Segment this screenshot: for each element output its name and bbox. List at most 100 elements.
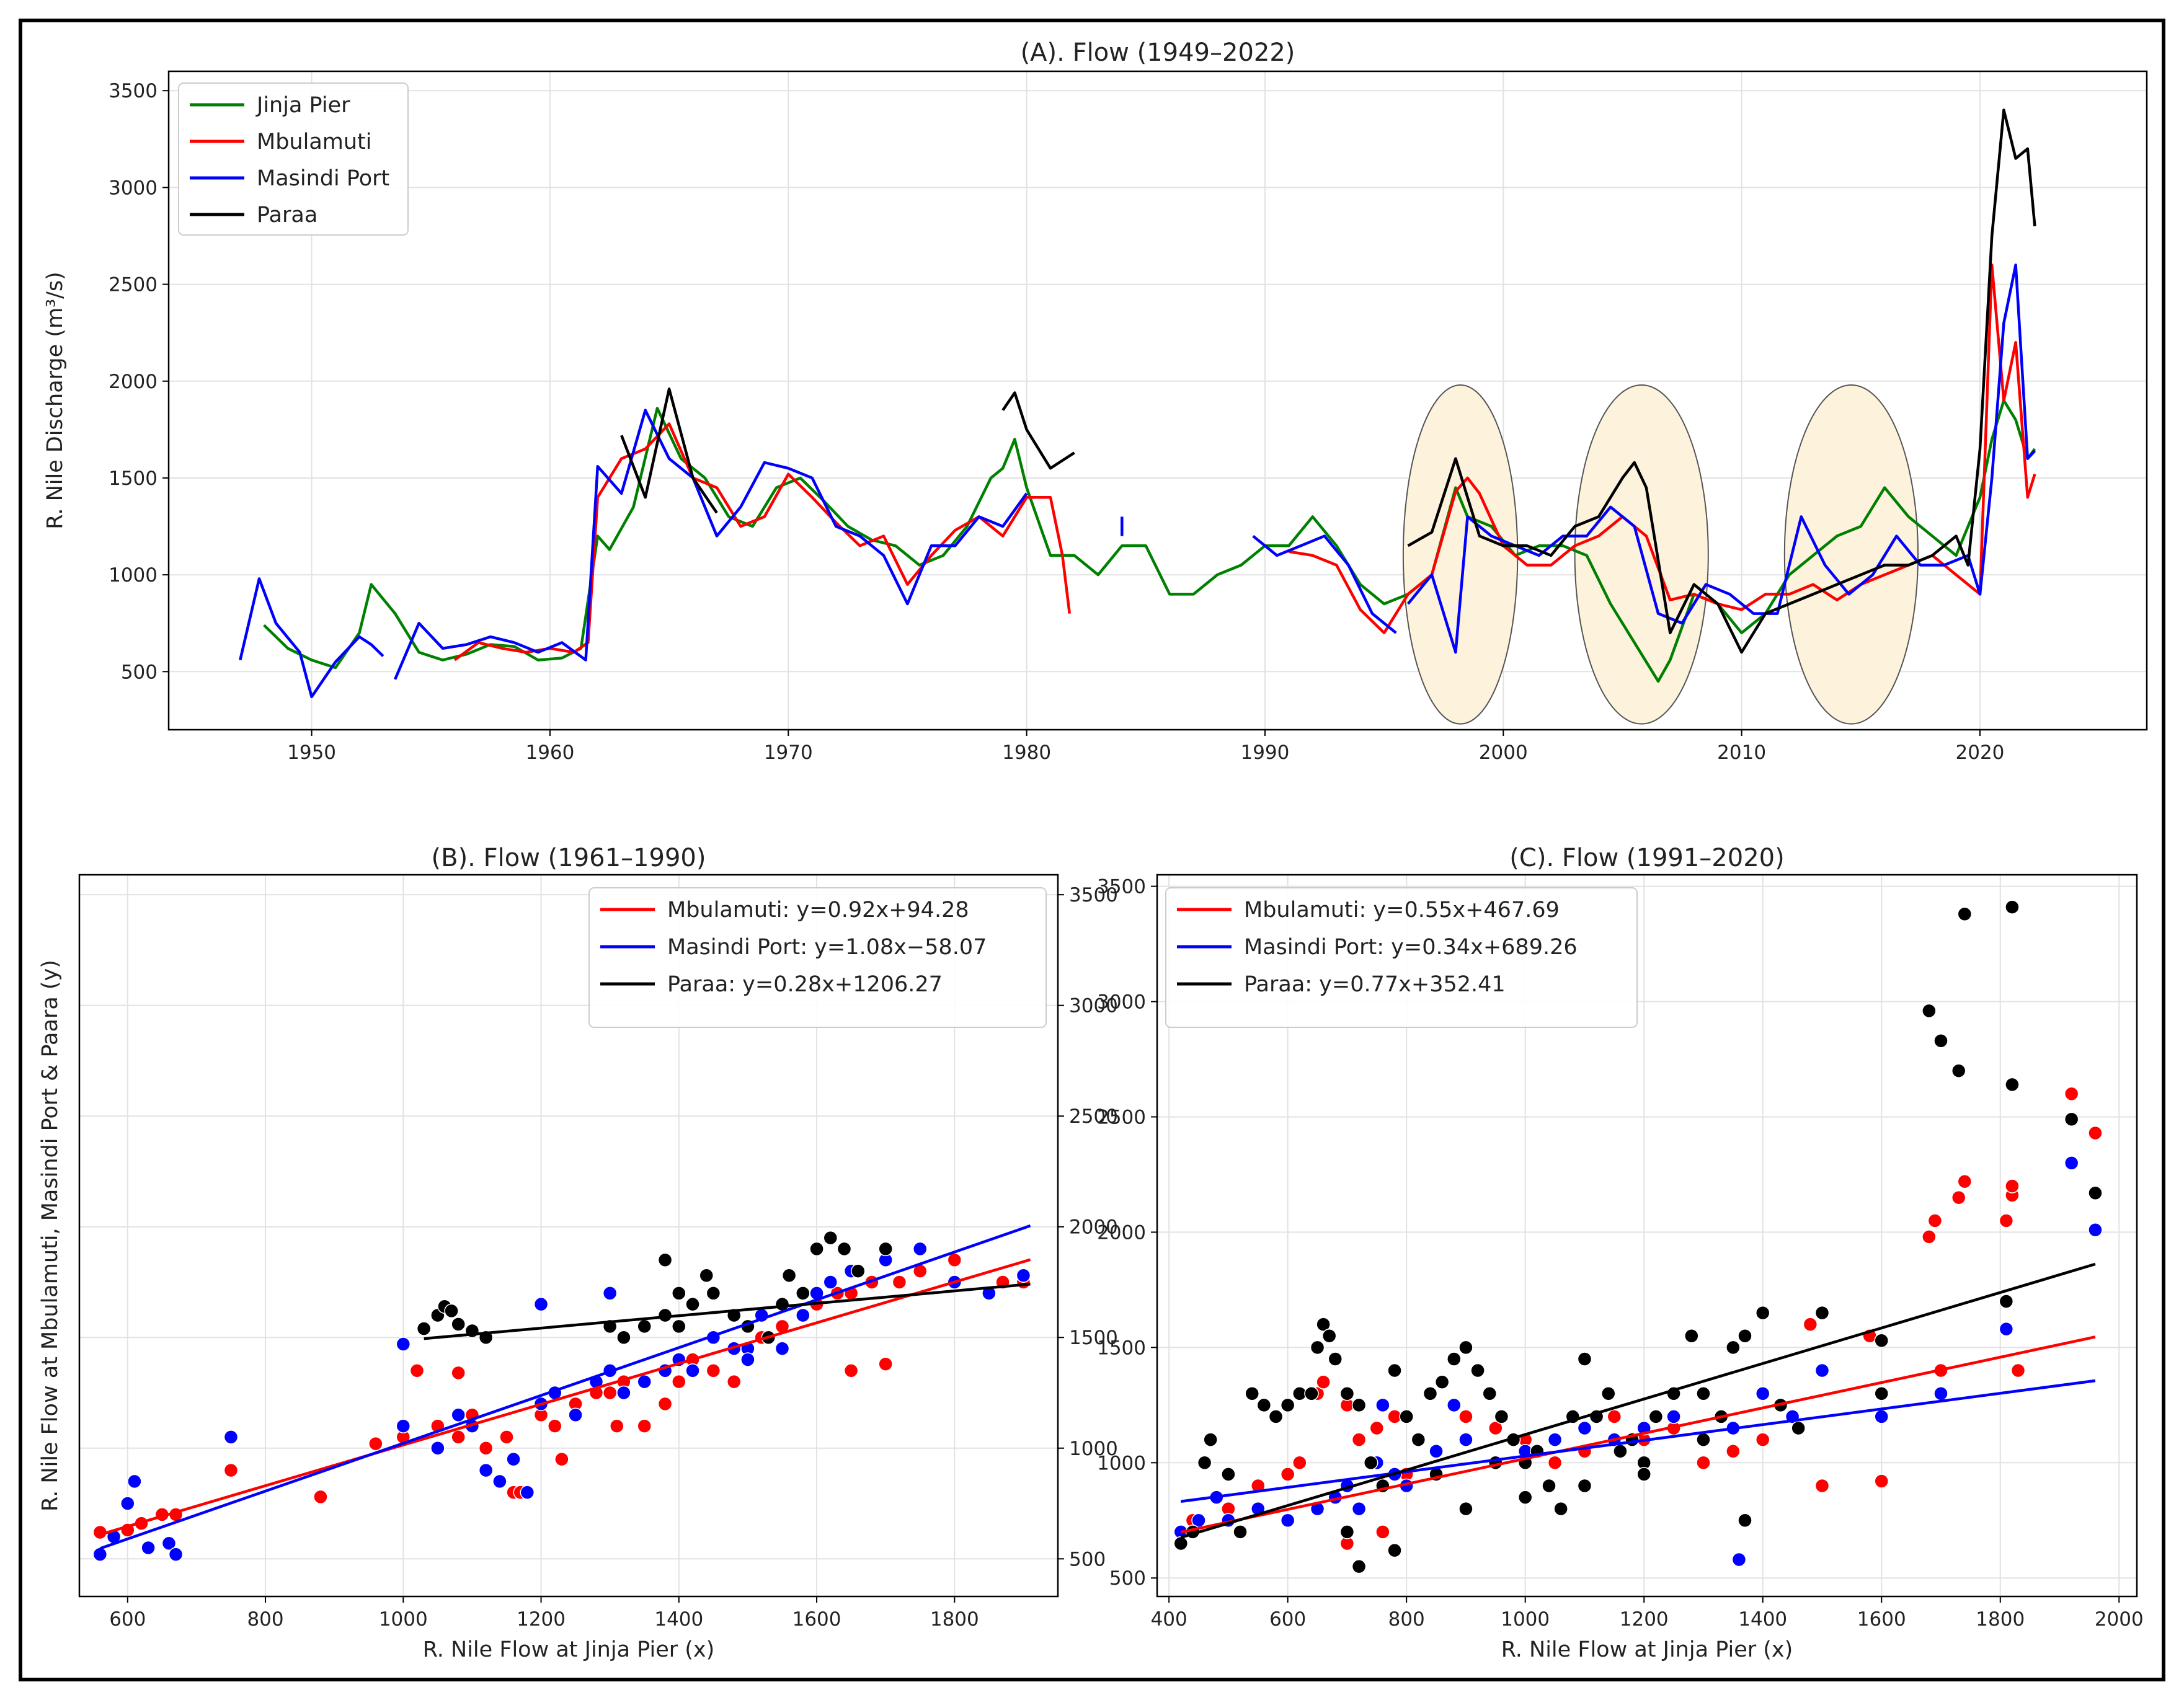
series-paraa (620, 108, 2036, 654)
y-tick-label: 2500 (1097, 1106, 1146, 1128)
scatter-point-paraa (1423, 1386, 1438, 1401)
scatter-point-mbulamuti (947, 1252, 962, 1268)
scatter-point-paraa (416, 1321, 432, 1336)
scatter-point-paraa (699, 1268, 714, 1283)
scatter-point-paraa (809, 1241, 824, 1257)
scatter-point-paraa (1316, 1317, 1331, 1332)
scatter-point-mbulamuti (548, 1419, 562, 1433)
x-tick-label: 600 (109, 1608, 146, 1631)
y-tick-label: 1500 (1069, 1327, 1118, 1349)
scatter-point-masindi-port (451, 1407, 466, 1422)
y-tick-label: 1000 (1097, 1452, 1146, 1474)
scatter-point-paraa (1256, 1397, 1272, 1413)
scatter-point-mbulamuti (478, 1441, 494, 1456)
x-tick-label: 1000 (1501, 1608, 1550, 1631)
scatter-point-paraa (1399, 1409, 1414, 1424)
scatter-point-masindi-port (168, 1547, 184, 1562)
scatter-point-mbulamuti (1951, 1190, 1966, 1205)
scatter-point-mbulamuti (2088, 1125, 2103, 1141)
scatter-point-masindi-port (520, 1485, 535, 1500)
scatter-point-paraa (1791, 1420, 1806, 1436)
scatter-point-paraa (1339, 1386, 1355, 1401)
scatter-point-paraa (672, 1286, 686, 1301)
scatter-point-paraa (1577, 1478, 1592, 1494)
x-tick-label: 2010 (1717, 742, 1766, 764)
scatter-point-paraa (2005, 1077, 2020, 1092)
scatter-point-masindi-port (1458, 1432, 1473, 1447)
scatter-point-masindi-port (1577, 1420, 1592, 1436)
scatter-point-masindi-port (685, 1363, 700, 1378)
scatter-point-mbulamuti (1458, 1409, 1473, 1424)
scatter-point-paraa (1363, 1455, 1378, 1471)
x-tick-label: 1400 (1738, 1608, 1787, 1631)
scatter-point-paraa (1411, 1432, 1426, 1447)
series-line-masindi-port (394, 409, 1028, 680)
scatter-point-mbulamuti (610, 1419, 624, 1433)
series-masindi-port (239, 263, 2036, 699)
fit-line-paraa (424, 1282, 1031, 1340)
scatter-point-mbulamuti (223, 1463, 239, 1478)
scatter-point-paraa (878, 1241, 893, 1257)
legend-label-paraa: Paraa: y=0.77x+352.41 (1244, 972, 1506, 997)
panel-c: 400 600 800 1000 1200 1400 1600 1800 2000 500 1000… (1097, 844, 2144, 1662)
scatter-point-mbulamuti (1814, 1478, 1830, 1494)
panel-b-grid (79, 875, 1058, 1596)
panel-a: 1950 1960 1970 1980 1990 2000 2010 2020 500 1000 1… (43, 38, 2148, 764)
scatter-point-masindi-port (92, 1547, 108, 1562)
legend-box (588, 887, 1047, 1028)
scatter-point-paraa (781, 1268, 797, 1283)
x-tick-label: 400 (1151, 1608, 1187, 1631)
legend-box (1165, 887, 1638, 1028)
scatter-point-masindi-port (775, 1341, 790, 1356)
scatter-point-masindi-port (396, 1337, 411, 1352)
scatter-point-paraa (796, 1286, 810, 1301)
scatter-point-mbulamuti (1280, 1467, 1295, 1482)
panel-b-axes (78, 874, 1059, 1598)
scatter-point-mbulamuti (672, 1374, 686, 1389)
scatter-point-paraa (1648, 1409, 1664, 1424)
y-tick-label: 1000 (1069, 1438, 1118, 1460)
scatter-point-masindi-port (1429, 1443, 1444, 1459)
scatter-point-paraa (616, 1330, 631, 1345)
y-tick-label: 2000 (1097, 1221, 1146, 1244)
fit-line-mbulamuti (1180, 1335, 2096, 1534)
scatter-point-paraa (850, 1264, 866, 1278)
x-tick-label: 1800 (1976, 1608, 2025, 1631)
scatter-point-paraa (1696, 1432, 1711, 1447)
legend-label-masindi-port: Masindi Port: y=0.34x+689.26 (1244, 935, 1578, 960)
scatter-point-paraa (1351, 1559, 1367, 1574)
scatter-point-paraa (1874, 1333, 1889, 1348)
scatter-point-paraa (706, 1286, 721, 1301)
series-line-paraa (1001, 391, 1075, 470)
scatter-point-paraa (1339, 1525, 1355, 1539)
scatter-point-mbulamuti (878, 1357, 893, 1371)
scatter-point-mbulamuti (1351, 1432, 1367, 1447)
scatter-point-paraa (1351, 1397, 1367, 1413)
scatter-point-paraa (1470, 1363, 1485, 1378)
fit-line-masindi-port (99, 1224, 1031, 1550)
fit-line-masindi-port (1181, 1379, 2096, 1503)
x-tick-label: 1800 (930, 1608, 979, 1631)
scatter-point-mbulamuti (657, 1396, 673, 1412)
figure-frame (19, 19, 2165, 1681)
fit-line-paraa (1180, 1262, 2096, 1539)
scatter-point-mbulamuti (499, 1430, 514, 1445)
scatter-point-paraa (1447, 1352, 1462, 1366)
scatter-point-masindi-port (492, 1474, 507, 1489)
scatter-point-masindi-port (396, 1419, 411, 1433)
scatter-point-paraa (1434, 1375, 1450, 1389)
panel-c-title: (C). Flow (1991–2020) (1509, 844, 1784, 872)
scatter-point-paraa (837, 1241, 852, 1257)
scatter-point-mbulamuti (1999, 1213, 2014, 1228)
scatter-point-paraa (1542, 1478, 1556, 1494)
panel-b: 600 800 1000 1200 1400 1600 1800 500 1000 1500 200… (38, 844, 1118, 1662)
scatter-point-paraa (1874, 1386, 1889, 1401)
scatter-point-paraa (1197, 1455, 1212, 1471)
scatter-point-masindi-port (161, 1536, 177, 1551)
y-tick-label: 2000 (109, 371, 158, 393)
scatter-point-mbulamuti (1957, 1174, 1973, 1189)
scatter-point-mbulamuti (1547, 1455, 1563, 1471)
scatter-point-paraa (1328, 1352, 1343, 1366)
scatter-point-masindi-port (1814, 1363, 1830, 1378)
scatter-point-paraa (1999, 1294, 2014, 1309)
